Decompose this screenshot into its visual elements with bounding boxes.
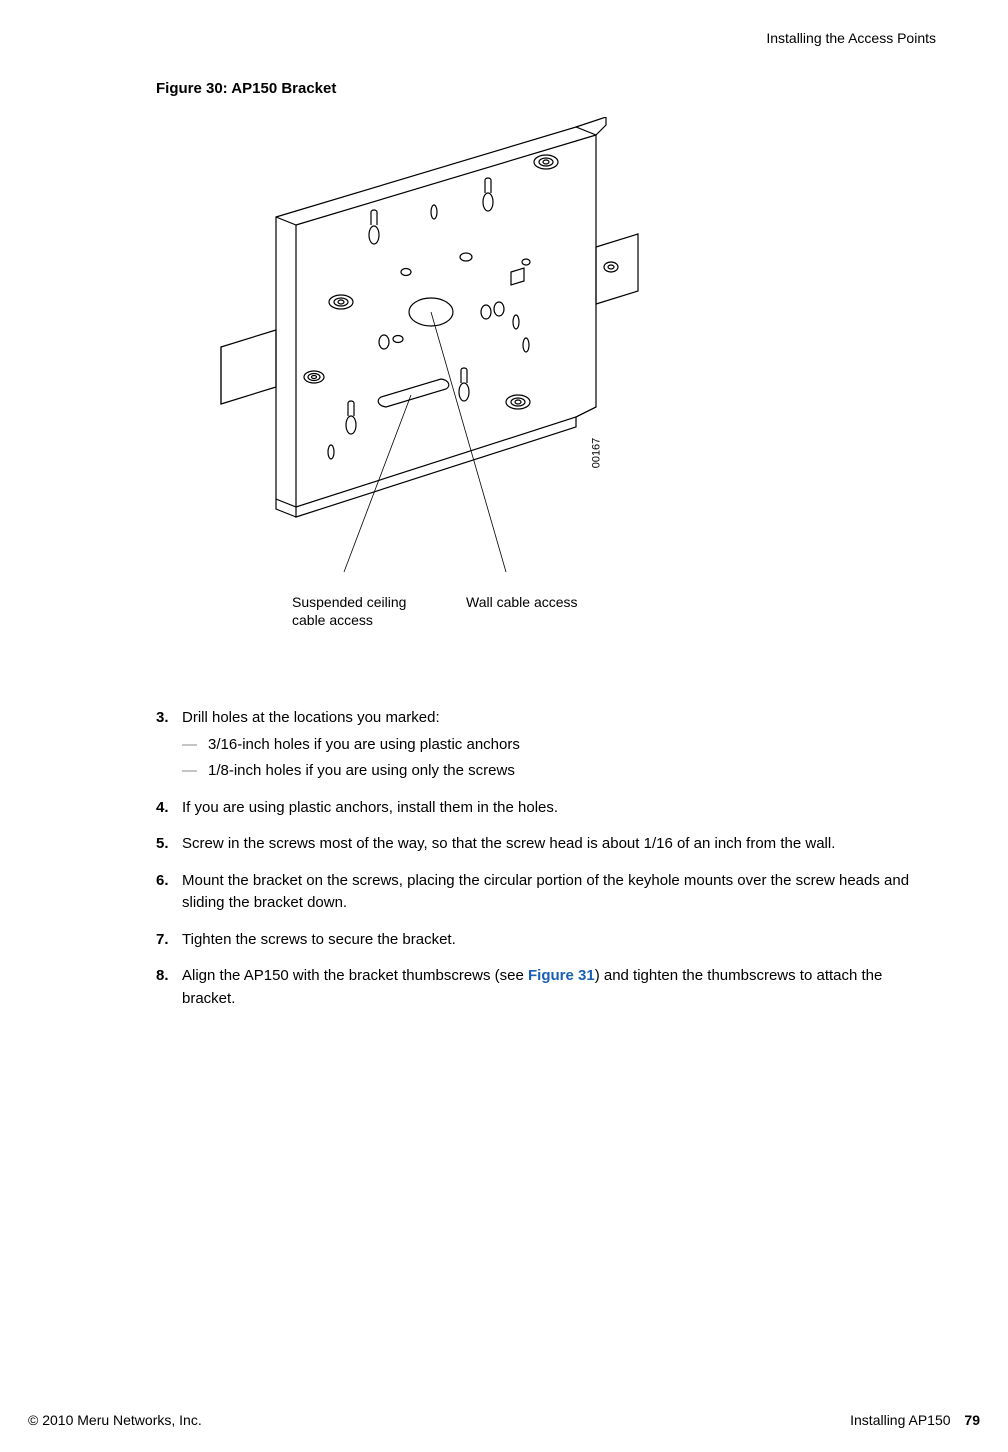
step-text: Tighten the screws to secure the bracket… <box>182 929 936 952</box>
substep-text: 3/16-inch holes if you are using plastic… <box>208 734 520 757</box>
callout-suspended-ceiling: Suspended ceiling cable access <box>292 593 406 629</box>
header-title: Installing the Access Points <box>766 30 936 46</box>
step-text: Screw in the screws most of the way, so … <box>182 833 936 856</box>
step-number: 5. <box>156 833 182 856</box>
step-item: 8. Align the AP150 with the bracket thum… <box>156 965 936 1010</box>
step-item: 5. Screw in the screws most of the way, … <box>156 833 936 856</box>
figure-container: 00167 Suspended ceiling cable access Wal… <box>206 117 766 667</box>
substep-dash-icon: — <box>182 760 208 783</box>
figure-link[interactable]: Figure 31 <box>528 967 595 984</box>
step-number: 4. <box>156 797 182 820</box>
figure-code-label: 00167 <box>590 438 602 469</box>
step-item: 4. If you are using plastic anchors, ins… <box>156 797 936 820</box>
step-text: Align the AP150 with the bracket thumbsc… <box>182 965 936 1010</box>
step-number: 3. <box>156 707 182 783</box>
steps-list: 3. Drill holes at the locations you mark… <box>156 707 936 1010</box>
substep-dash-icon: — <box>182 734 208 757</box>
callout-wall-cable: Wall cable access <box>466 593 578 611</box>
step-text: If you are using plastic anchors, instal… <box>182 797 936 820</box>
footer-section: Installing AP150 <box>850 1412 950 1428</box>
footer-right: Installing AP150 79 <box>850 1412 980 1428</box>
step-text: Mount the bracket on the screws, placing… <box>182 870 936 915</box>
step-item: 7. Tighten the screws to secure the brac… <box>156 929 936 952</box>
substep-text: 1/8-inch holes if you are using only the… <box>208 760 515 783</box>
step-number: 8. <box>156 965 182 1010</box>
page-content: Figure 30: AP150 Bracket <box>156 80 936 1024</box>
step-number: 6. <box>156 870 182 915</box>
figure-caption: Figure 30: AP150 Bracket <box>156 80 936 97</box>
footer-copyright: © 2010 Meru Networks, Inc. <box>28 1412 202 1428</box>
step-item: 6. Mount the bracket on the screws, plac… <box>156 870 936 915</box>
step-text: Drill holes at the locations you marked:… <box>182 707 936 783</box>
bracket-diagram <box>206 117 766 587</box>
page-header: Installing the Access Points <box>766 30 936 46</box>
step-item: 3. Drill holes at the locations you mark… <box>156 707 936 783</box>
substep-item: — 3/16-inch holes if you are using plast… <box>182 734 936 757</box>
step-number: 7. <box>156 929 182 952</box>
page-footer: © 2010 Meru Networks, Inc. Installing AP… <box>28 1412 980 1428</box>
footer-page-number: 79 <box>964 1412 980 1428</box>
substep-item: — 1/8-inch holes if you are using only t… <box>182 760 936 783</box>
